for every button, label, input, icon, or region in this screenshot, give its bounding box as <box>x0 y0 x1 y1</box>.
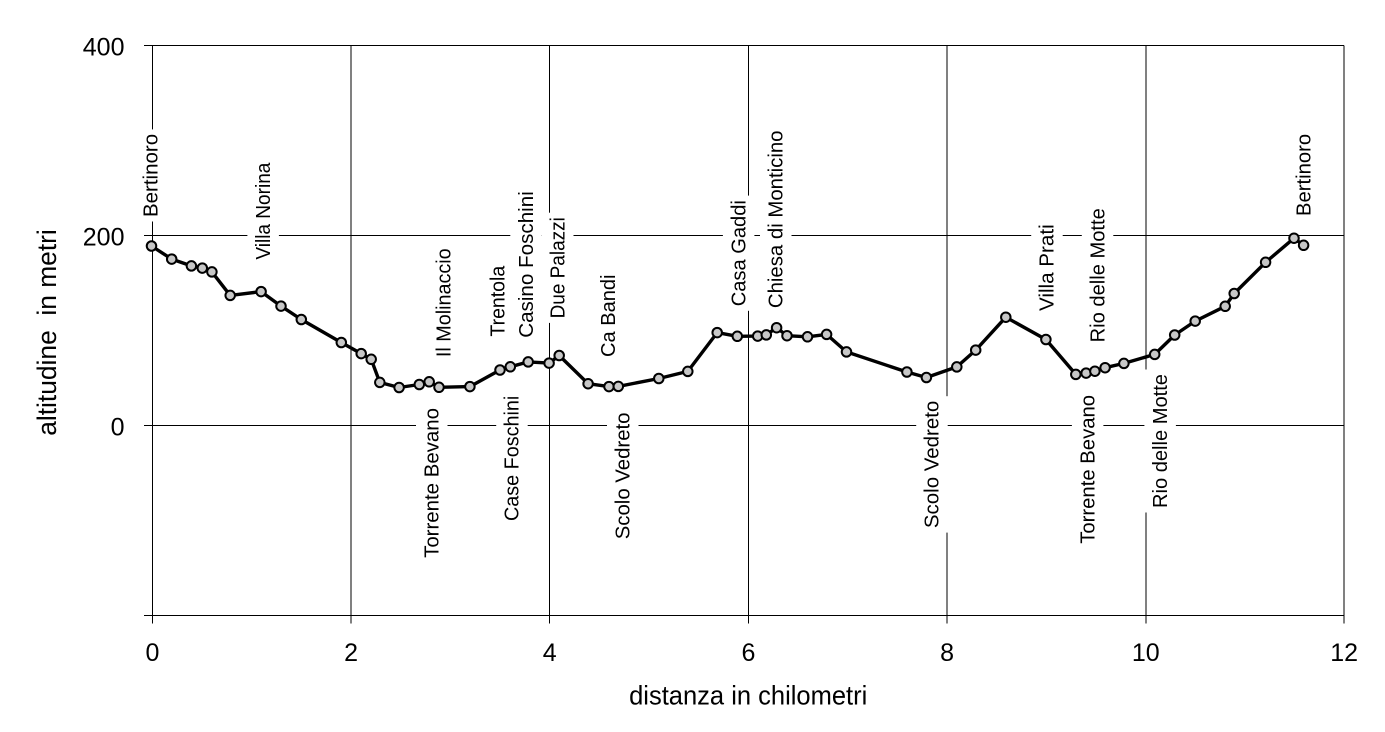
svg-text:0: 0 <box>145 639 159 667</box>
svg-text:Due Palazzi: Due Palazzi <box>548 217 570 318</box>
svg-text:Ca Bandi: Ca Bandi <box>598 275 620 358</box>
svg-text:6: 6 <box>741 639 755 667</box>
svg-text:Scolo Vedreto: Scolo Vedreto <box>922 401 944 528</box>
svg-text:altitudine in metri: altitudine in metri <box>32 229 62 436</box>
svg-text:Bertinoro: Bertinoro <box>1293 134 1315 216</box>
svg-text:400: 400 <box>83 33 125 61</box>
svg-text:Torrente Bevano: Torrente Bevano <box>1077 395 1099 544</box>
svg-text:12: 12 <box>1330 639 1358 667</box>
svg-text:8: 8 <box>940 639 954 667</box>
svg-text:4: 4 <box>543 639 557 667</box>
svg-text:Villa Prati: Villa Prati <box>1037 224 1059 311</box>
svg-text:distanza in chilometri: distanza in chilometri <box>629 680 867 710</box>
svg-text:Rio delle Motte: Rio delle Motte <box>1087 208 1109 342</box>
svg-text:Scolo Vedreto: Scolo Vedreto <box>613 413 635 540</box>
svg-text:200: 200 <box>83 223 125 251</box>
svg-text:Case Foschini: Case Foschini <box>502 396 524 521</box>
svg-text:Villa Norina: Villa Norina <box>253 162 275 260</box>
svg-text:Trentola: Trentola <box>488 265 510 337</box>
svg-text:Il Molinaccio: Il Molinaccio <box>433 248 455 357</box>
svg-text:Casino Foschini: Casino Foschini <box>516 191 538 338</box>
svg-text:2: 2 <box>344 639 358 667</box>
svg-text:10: 10 <box>1132 639 1160 667</box>
svg-text:Torrente Bevano: Torrente Bevano <box>422 408 444 558</box>
svg-text:Bertinoro: Bertinoro <box>141 134 163 217</box>
svg-text:Casa Gaddi: Casa Gaddi <box>728 200 750 306</box>
svg-text:Chiesa di Monticino: Chiesa di Monticino <box>766 130 788 308</box>
svg-text:0: 0 <box>111 413 125 441</box>
svg-text:Rio delle Motte: Rio delle Motte <box>1150 374 1172 508</box>
